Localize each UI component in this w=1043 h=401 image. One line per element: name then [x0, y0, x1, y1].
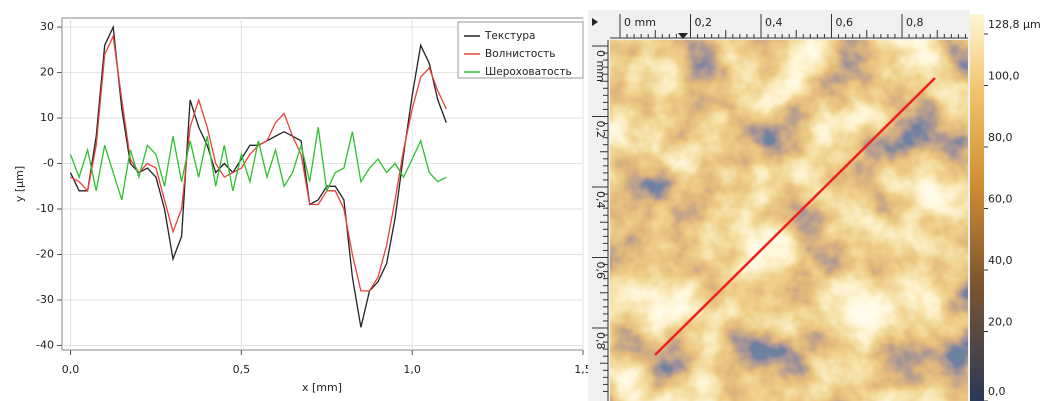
- y-tick-label: -10: [36, 202, 54, 215]
- y-tick-label: 30: [40, 20, 54, 33]
- y-ruler-label: 0,6: [594, 262, 607, 280]
- y-ruler-label: 0,2: [594, 121, 607, 139]
- colorbar: [970, 14, 984, 401]
- x-ruler-label: 0,6: [836, 16, 854, 29]
- y-tick-label: -20: [36, 247, 54, 260]
- afm-panel: 0 mm 0,2 0,4 0,6 0,8 0 mm 0,2 0,4 0,6 0,8 128,8 µm…: [588, 10, 1041, 401]
- profile-line: [654, 77, 936, 356]
- y-tick-label: -40: [36, 338, 54, 351]
- y-tick-label: -30: [36, 293, 54, 306]
- y-ruler-label: 0,4: [594, 191, 607, 209]
- x-tick-label: 1,5: [574, 363, 592, 376]
- x-tick-label: 1,0: [403, 363, 421, 376]
- series-line: [70, 33, 447, 292]
- x-axis-label: x [mm]: [302, 381, 342, 394]
- series-line: [69, 127, 447, 201]
- legend-label: Текстура: [484, 30, 535, 42]
- y-axis-label: y [µm]: [13, 166, 26, 202]
- colorbar-label: 60,0: [988, 193, 1013, 206]
- legend-label: Шероховатость: [485, 66, 572, 78]
- y-tick-label: -0: [43, 157, 54, 170]
- y-tick-label: 20: [40, 66, 54, 79]
- colorbar-label: 40,0: [988, 254, 1013, 267]
- x-ruler-label: 0,2: [695, 16, 713, 29]
- legend: [457, 21, 584, 79]
- ruler-arrow: [592, 18, 598, 26]
- colorbar-label: 0,0: [988, 385, 1006, 398]
- colorbar-label: 80,0: [988, 131, 1013, 144]
- y-ruler-label: 0,8: [594, 332, 607, 350]
- y-ruler-label: 0 mm: [594, 50, 607, 82]
- colorbar-label: 20,0: [988, 316, 1013, 329]
- y-tick-label: 10: [40, 111, 54, 124]
- x-ruler-label: 0 mm: [624, 16, 656, 29]
- colorbar-label: 128,8 µm: [988, 18, 1041, 31]
- x-tick-label: 0,0: [62, 363, 80, 376]
- colorbar-label: 100,0: [988, 70, 1020, 83]
- profile-chart: y [µm] x [mm] 30 20 10 -0 -10 -20 -30 -40 0,0 0,5…: [13, 17, 592, 394]
- x-ruler-label: 0,8: [906, 16, 924, 29]
- x-ruler-label: 0,4: [765, 16, 783, 29]
- legend-label: Волнистость: [485, 48, 555, 60]
- x-tick-label: 0,5: [233, 363, 251, 376]
